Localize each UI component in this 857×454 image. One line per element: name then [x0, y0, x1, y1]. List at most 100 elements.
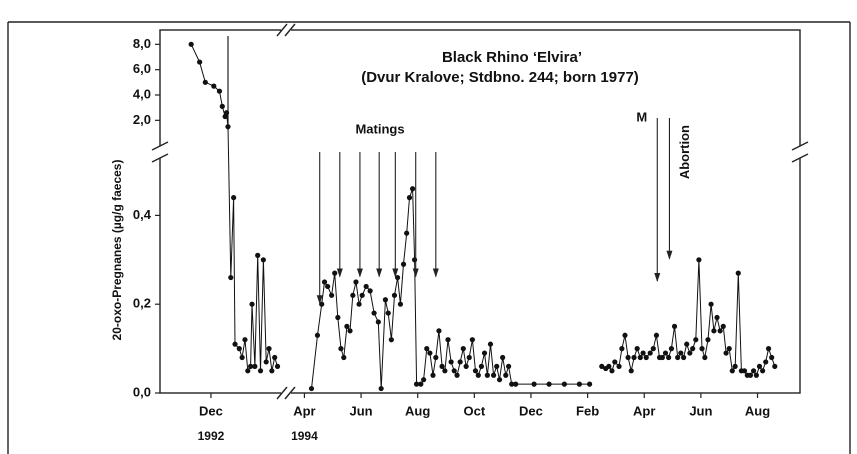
data-point [699, 346, 705, 352]
data-point [219, 103, 225, 109]
x-tick-label: Jun [689, 403, 712, 418]
data-point [344, 323, 350, 329]
data-point [341, 354, 347, 361]
data-point [257, 368, 264, 374]
data-point [269, 368, 275, 374]
data-point [469, 337, 475, 343]
data-point [248, 363, 254, 369]
data-point [690, 346, 696, 352]
x-tick-label: Aug [405, 403, 430, 418]
chart-title: Black Rhino ‘Elvira’ [442, 49, 582, 66]
data-point [599, 363, 605, 369]
data-point [662, 350, 669, 356]
data-point [637, 354, 643, 361]
data-point [413, 381, 420, 387]
data-point [500, 354, 506, 361]
arrow-head [336, 268, 343, 278]
data-point [439, 363, 445, 369]
data-point [643, 354, 649, 361]
data-point [228, 274, 234, 281]
data-point [314, 332, 321, 338]
data-point [666, 354, 672, 361]
data-point [732, 363, 738, 369]
data-point [329, 292, 335, 298]
data-point [640, 350, 646, 356]
data-point [484, 372, 490, 378]
data-point [410, 186, 416, 192]
data-point [457, 359, 463, 365]
data-point [711, 328, 717, 334]
data-point [211, 83, 217, 89]
data-point [325, 283, 331, 290]
data-point [634, 346, 640, 352]
data-point [561, 381, 567, 387]
data-point [487, 341, 494, 347]
data-point [684, 341, 690, 347]
data-point [356, 301, 362, 307]
break-marks [151, 23, 809, 400]
x-tick-label: Feb [576, 403, 599, 418]
annotation-label: Matings [355, 121, 404, 136]
data-point [255, 252, 261, 258]
data-point [659, 354, 665, 361]
data-line [190, 44, 776, 389]
data-point [586, 381, 593, 387]
data-point [411, 257, 418, 263]
data-point [274, 363, 281, 369]
data-point [223, 110, 230, 116]
data-point [765, 346, 772, 352]
y-axis-label: 20-oxo-Pregnanes (µg/g faeces) [110, 160, 124, 341]
data-point [424, 346, 430, 352]
x-tick-label: Apr [293, 403, 315, 418]
data-point [347, 328, 353, 334]
data-point [197, 59, 203, 65]
data-point [681, 354, 687, 361]
data-point [678, 350, 684, 356]
data-point [239, 354, 245, 361]
data-point [513, 381, 519, 387]
data-point [490, 372, 497, 378]
data-point [225, 124, 231, 130]
data-point [753, 372, 759, 378]
data-point [451, 368, 457, 374]
data-point [531, 381, 537, 387]
data-point [242, 337, 248, 343]
data-point [735, 270, 741, 276]
year-label: 1992 [198, 429, 225, 443]
data-point [338, 346, 344, 352]
data-point [359, 292, 365, 298]
data-point [433, 354, 439, 361]
data-point [266, 346, 272, 352]
x-tick-label: Aug [745, 403, 770, 418]
data-point [350, 292, 356, 298]
data-point [509, 381, 515, 387]
data-point [249, 301, 255, 307]
arrow-head [376, 268, 383, 278]
y-tick-label: 0,0 [133, 384, 151, 399]
data-point [769, 354, 775, 361]
arrow-head [316, 295, 323, 305]
data-point [622, 332, 628, 338]
data-point [321, 279, 328, 285]
y-tick-label: 0,4 [133, 207, 152, 222]
data-point [647, 350, 653, 356]
y-tick-label: 6,0 [133, 61, 151, 76]
x-tick-label: Jun [349, 403, 372, 418]
data-point [625, 354, 631, 361]
data-point [494, 363, 500, 369]
plot-frame [159, 29, 801, 394]
data-point [319, 301, 325, 307]
data-point [404, 230, 410, 236]
data-point [619, 346, 625, 352]
data-point [631, 354, 637, 361]
data-point [729, 368, 735, 374]
data-point [232, 341, 238, 347]
data-point [675, 354, 681, 361]
data-point [756, 363, 763, 369]
data-point [763, 359, 769, 365]
arrow-head [654, 273, 661, 282]
y-tick-label: 4,0 [133, 86, 151, 101]
data-point [708, 301, 714, 307]
data-point [216, 88, 223, 94]
y-tick-label: 0,2 [133, 296, 151, 311]
